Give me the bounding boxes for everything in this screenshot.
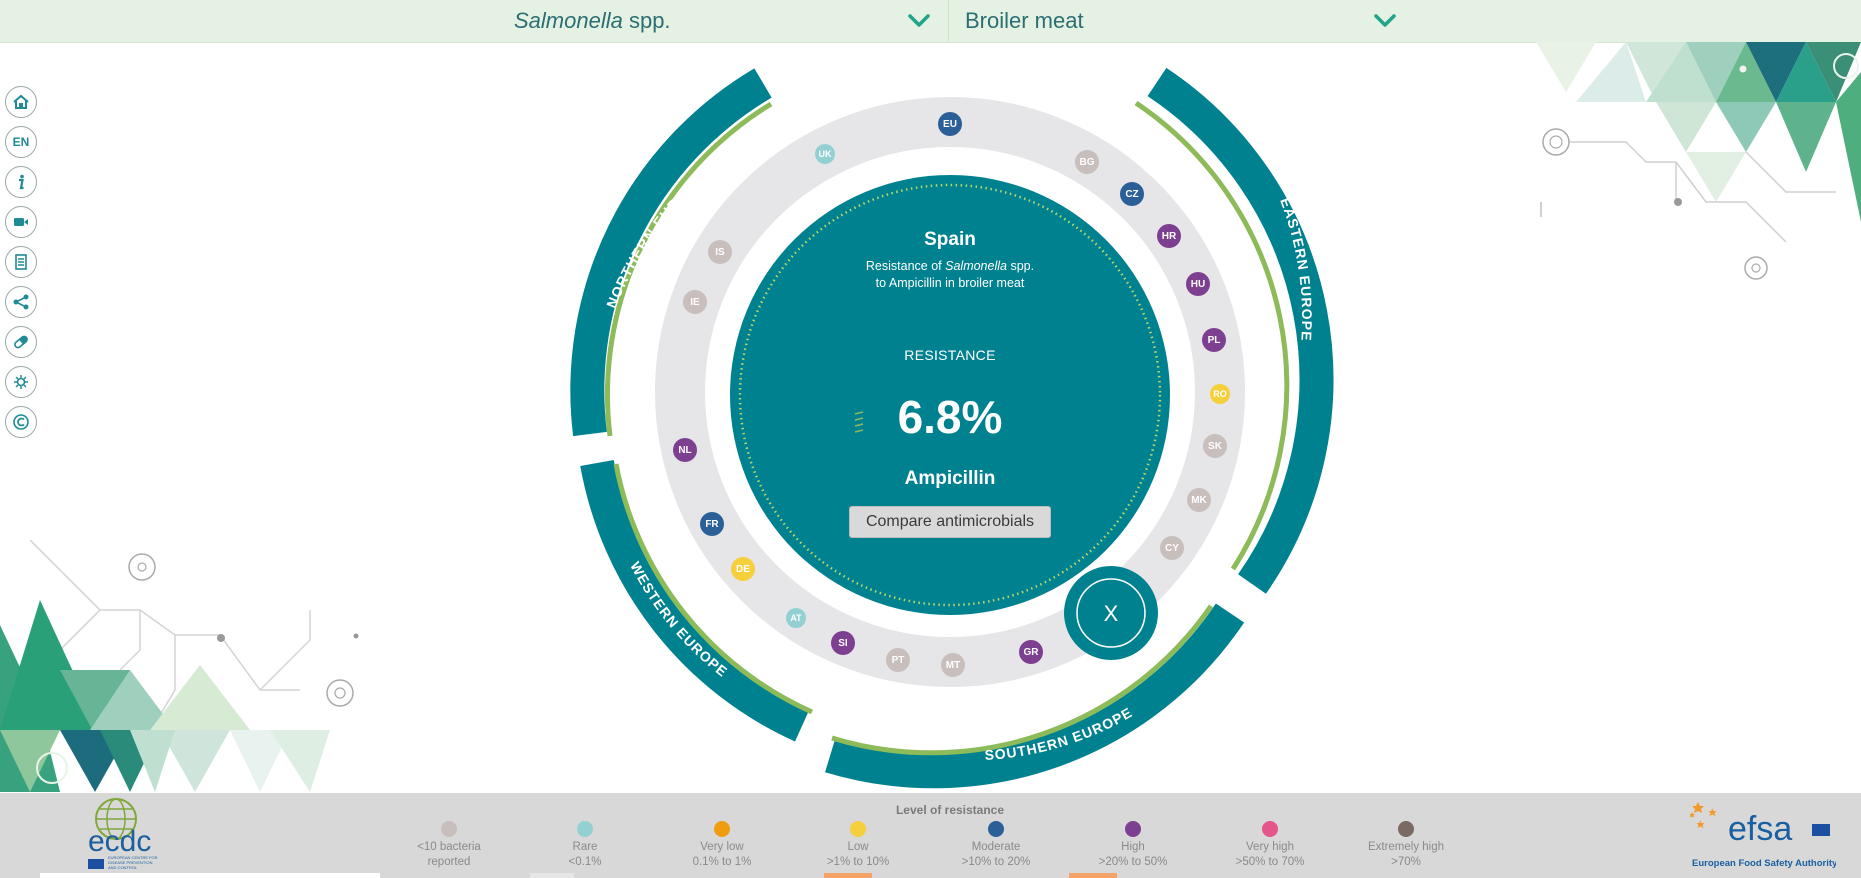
svg-text:EUROPEAN CENTRE FOR: EUROPEAN CENTRE FOR: [108, 855, 158, 860]
close-button[interactable]: X: [1064, 566, 1158, 660]
selector-bar: Salmonella spp. Broiler meat: [0, 0, 1861, 43]
svg-text:European Food Safety Authority: European Food Safety Authority: [1692, 858, 1836, 869]
country-badge-pl[interactable]: PL: [1202, 328, 1226, 352]
bacterium-selected: Salmonella spp.: [514, 8, 671, 33]
efsa-logo: efsa European Food Safety Authority: [1690, 802, 1836, 869]
chevron-down-icon[interactable]: [1374, 14, 1396, 28]
center-dotted-ring: [738, 183, 1162, 607]
bottom-strip: [1069, 873, 1117, 878]
resistance-label: RESISTANCE: [904, 347, 996, 363]
legend-item-moderate: Moderate >10% to 20%: [936, 821, 1056, 870]
legend-footer: [0, 793, 1861, 878]
home-icon[interactable]: [5, 86, 37, 118]
copyright-icon[interactable]: [5, 406, 37, 438]
chart-subtitle: Resistance of Salmonella spp. to Ampicil…: [865, 259, 1035, 290]
country-badge-gr[interactable]: GR: [1019, 640, 1043, 664]
ecdc-logo: ecdc EUROPEAN CENTRE FOR DISEASE PREVENT…: [88, 798, 158, 870]
legend-title: Level of resistance: [895, 803, 1005, 817]
country-badge-eu[interactable]: EU: [938, 112, 962, 136]
legend-dot: [1398, 821, 1414, 837]
bottom-strip: [40, 873, 380, 878]
region-arc-northern[interactable]: [570, 68, 772, 437]
food-selector[interactable]: Broiler meat: [965, 0, 1396, 42]
language-label: EN: [12, 135, 30, 149]
country-badge-fr[interactable]: FR: [700, 512, 724, 536]
region-accent-western: [613, 463, 814, 715]
share-icon[interactable]: [5, 286, 37, 318]
bacteria-icon[interactable]: [5, 366, 37, 398]
decorative-pattern: [1536, 42, 1861, 280]
country-badge-uk[interactable]: UK: [815, 144, 835, 164]
close-icon: X: [1104, 601, 1119, 626]
country-badge-nl[interactable]: NL: [673, 438, 697, 462]
legend-dot: [441, 821, 457, 837]
legend-dot: [988, 821, 1004, 837]
country-badge-cz[interactable]: CZ: [1120, 182, 1144, 206]
food-selected: Broiler meat: [965, 8, 1084, 33]
selector-divider: [948, 0, 949, 42]
country-badge-bg[interactable]: BG: [1075, 150, 1099, 174]
country-badge-si[interactable]: SI: [831, 631, 855, 655]
bottom-strip: [824, 873, 872, 878]
language-button[interactable]: EN: [5, 126, 37, 158]
compare-antimicrobials-button[interactable]: Compare antimicrobials: [849, 506, 1051, 538]
resistance-value: 6.8%: [897, 391, 1003, 443]
center-disc: [730, 175, 1170, 615]
country-badge-de[interactable]: DE: [731, 557, 755, 581]
country-badge-pt[interactable]: PT: [886, 648, 910, 672]
legend-dot: [1125, 821, 1141, 837]
legend-item-very-low: Very low 0.1% to 1%: [662, 821, 782, 870]
region-arc-southern[interactable]: [825, 603, 1245, 789]
bottom-strip: [530, 873, 574, 878]
spinner-icon: [854, 411, 864, 433]
legend-item-high: High >20% to 50%: [1073, 821, 1193, 870]
legend-dot: [577, 821, 593, 837]
legend-item-rare: Rare <0.1%: [525, 821, 645, 870]
country-badge-cy[interactable]: CY: [1160, 536, 1184, 560]
svg-text:WESTERN EUROPE: WESTERN EUROPE: [627, 559, 731, 680]
bacterium-selector[interactable]: Salmonella spp.: [514, 0, 938, 42]
document-icon[interactable]: [5, 246, 37, 278]
legend-dot: [850, 821, 866, 837]
country-badge-at[interactable]: AT: [786, 608, 806, 628]
country-badge-hu[interactable]: HU: [1186, 272, 1210, 296]
legend-item-insufficient: <10 bacteria reported: [389, 821, 509, 870]
region-accent-southern: [831, 604, 1214, 756]
country-badge-mk[interactable]: MK: [1187, 488, 1211, 512]
country-badge-ie[interactable]: IE: [683, 290, 707, 314]
legend-item-very-high: Very high >50% to 70%: [1210, 821, 1330, 870]
country-badge-ro[interactable]: RO: [1210, 384, 1230, 404]
country-badge-hr[interactable]: HR: [1157, 224, 1181, 248]
region-accent-northern: [604, 101, 773, 437]
svg-text:ecdc: ecdc: [88, 825, 151, 858]
legend-item-low: Low >1% to 10%: [798, 821, 918, 870]
svg-text:efsa: efsa: [1728, 810, 1792, 848]
info-icon[interactable]: [5, 166, 37, 198]
country-title: Spain: [924, 229, 976, 250]
svg-text:AND CONTROL: AND CONTROL: [108, 865, 138, 870]
legend-dot: [1262, 821, 1278, 837]
antimicrobial-icon[interactable]: [5, 326, 37, 358]
region-arc-eastern[interactable]: [1147, 67, 1334, 594]
antimicrobial-name: Ampicillin: [904, 468, 996, 489]
video-icon[interactable]: [5, 206, 37, 238]
legend-item-extremely-high: Extremely high >70%: [1346, 821, 1466, 870]
country-badge-mt[interactable]: MT: [941, 653, 965, 677]
side-nav: EN: [5, 86, 39, 446]
region-accent-eastern: [1134, 100, 1290, 571]
legend-dot: [714, 821, 730, 837]
chevron-down-icon[interactable]: [908, 14, 930, 28]
region-arc-western[interactable]: [580, 460, 809, 742]
country-badge-is[interactable]: IS: [708, 240, 732, 264]
decorative-pattern: [0, 540, 359, 792]
svg-text:DISEASE PREVENTION: DISEASE PREVENTION: [108, 860, 153, 865]
country-badge-sk[interactable]: SK: [1203, 434, 1227, 458]
region-label-western: WESTERN EUROPE: [627, 559, 730, 680]
